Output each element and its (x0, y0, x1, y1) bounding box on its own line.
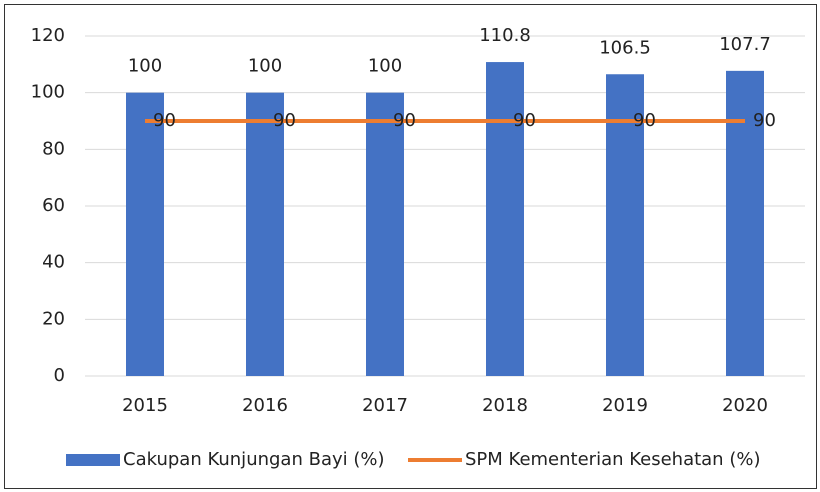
bar (606, 74, 644, 376)
legend-swatch (66, 454, 120, 466)
x-tick-label: 2016 (242, 395, 288, 416)
line-value-label: 90 (273, 110, 296, 131)
y-tick-label: 60 (42, 195, 65, 216)
y-tick-label: 20 (42, 308, 65, 329)
legend-label: Cakupan Kunjungan Bayi (%) (123, 449, 385, 470)
y-tick-label: 40 (42, 252, 65, 273)
bar (246, 92, 284, 377)
y-tick-label: 0 (54, 365, 65, 386)
y-tick-label: 100 (31, 82, 65, 103)
line-value-label: 90 (153, 110, 176, 131)
line-value-label: 90 (753, 110, 776, 131)
x-tick-label: 2018 (482, 395, 528, 416)
bar-value-label: 106.5 (599, 37, 651, 58)
bar-value-label: 107.7 (719, 34, 771, 55)
bar (486, 62, 524, 377)
bar-value-label: 100 (368, 56, 402, 77)
x-tick-label: 2019 (602, 395, 648, 416)
x-tick-label: 2017 (362, 395, 408, 416)
line-value-label: 90 (393, 110, 416, 131)
x-tick-label: 2020 (722, 395, 768, 416)
legend-label: SPM Kementerian Kesehatan (%) (465, 449, 760, 470)
line-value-label: 90 (513, 110, 536, 131)
x-tick-label: 2015 (122, 395, 168, 416)
y-tick-label: 120 (31, 25, 65, 46)
bar-value-label: 110.8 (479, 25, 531, 46)
y-tick-label: 80 (42, 138, 65, 159)
bar (366, 92, 404, 377)
bar (126, 92, 164, 377)
bar-value-label: 100 (128, 56, 162, 77)
line-value-label: 90 (633, 110, 656, 131)
bar-value-label: 100 (248, 56, 282, 77)
